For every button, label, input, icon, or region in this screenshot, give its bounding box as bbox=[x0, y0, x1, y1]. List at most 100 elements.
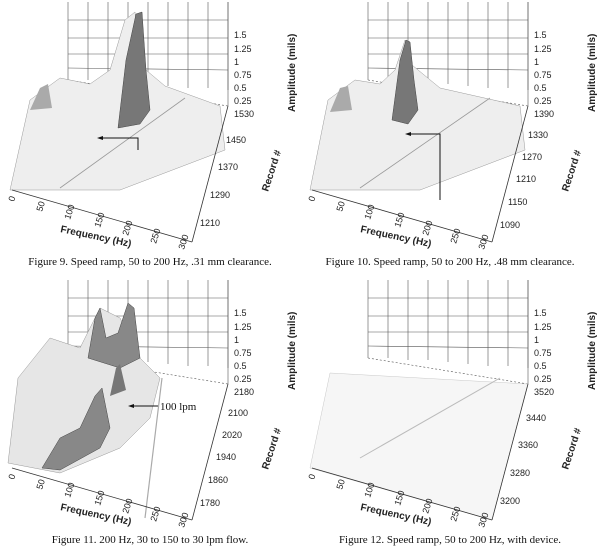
peak-cluster-lower-fig11 bbox=[41, 387, 111, 471]
amp-tick: 0.5 bbox=[234, 361, 247, 371]
callout-arrow-fig9 bbox=[100, 137, 139, 150]
amp-tick: 1.25 bbox=[234, 44, 252, 54]
amp-tick: 1.5 bbox=[234, 30, 247, 40]
freq-tick: 0 bbox=[6, 473, 17, 481]
arrowhead-fig10 bbox=[405, 132, 411, 136]
amp-tick: 1.5 bbox=[534, 308, 547, 318]
amp-axis-label: Amplitude (mils) bbox=[587, 34, 598, 112]
freq-tick: 100 bbox=[362, 481, 376, 498]
record-axis-label: Record # bbox=[260, 426, 284, 471]
record-tick: 1780 bbox=[200, 498, 220, 508]
arrowhead-fig9 bbox=[97, 136, 103, 140]
record-axis-fig9 bbox=[191, 105, 229, 243]
freq-axis-fig12 bbox=[311, 467, 493, 521]
peak-mid-fig11 bbox=[110, 364, 126, 396]
amp-tick: 0.5 bbox=[234, 83, 247, 93]
freq-tick: 100 bbox=[362, 203, 376, 220]
record-tick: 1270 bbox=[522, 152, 542, 162]
ridge-fig9 bbox=[30, 84, 52, 110]
figure-caption: Figure 12. Speed ramp, 50 to 200 Hz, wit… bbox=[338, 534, 562, 546]
record-tick: 1530 bbox=[234, 109, 254, 119]
record-tick: 1450 bbox=[226, 135, 246, 145]
figure-caption: Figure 9. Speed ramp, 50 to 200 Hz, .31 … bbox=[28, 256, 272, 268]
back-wall-grid bbox=[67, 2, 229, 107]
amp-tick: 0.25 bbox=[234, 96, 252, 106]
peak-cluster-upper-fig11 bbox=[87, 302, 141, 369]
record-tick: 2180 bbox=[234, 387, 254, 397]
freq-tick: 50 bbox=[334, 200, 347, 213]
record-tick: 1150 bbox=[508, 197, 527, 207]
amp-tick: 0.75 bbox=[534, 348, 552, 358]
amp-tick: 0.75 bbox=[234, 70, 252, 80]
record-axis-label: Record # bbox=[260, 148, 284, 193]
waterfall-plot-fig11: 100 lpm 1.5 1.25 1 0.75 0.5 0.25 Amplitu… bbox=[6, 280, 298, 529]
surface-fig12 bbox=[309, 372, 529, 521]
figure-11-panel: 100 lpm 1.5 1.25 1 0.75 0.5 0.25 Amplitu… bbox=[0, 278, 300, 555]
amp-tick: 1.25 bbox=[234, 322, 252, 332]
freq-tick: 200 bbox=[420, 497, 434, 514]
record-tick: 1210 bbox=[516, 174, 536, 184]
freq-tick: 250 bbox=[448, 505, 462, 522]
sweep-line-fig12 bbox=[359, 377, 501, 459]
freq-tick: 150 bbox=[92, 489, 106, 506]
record-tick: 1370 bbox=[218, 162, 238, 172]
record-axis-fig10 bbox=[491, 105, 529, 243]
amp-tick: 1 bbox=[534, 335, 539, 345]
arrowhead-fig11 bbox=[128, 404, 134, 408]
freq-tick: 50 bbox=[34, 478, 47, 491]
record-axis-label: Record # bbox=[560, 426, 584, 471]
amp-tick: 0.75 bbox=[234, 348, 252, 358]
ridge-fig10 bbox=[330, 86, 352, 112]
record-axis-fig11 bbox=[191, 383, 229, 521]
record-tick: 1860 bbox=[208, 475, 228, 485]
resonance-peak-fig9 bbox=[117, 11, 151, 129]
sweep-line-fig9 bbox=[59, 97, 186, 189]
freq-tick: 300 bbox=[176, 233, 190, 250]
figure-12-panel: 1.5 1.25 1 0.75 0.5 0.25 Amplitude (mils… bbox=[300, 278, 600, 555]
freq-tick: 300 bbox=[476, 511, 490, 528]
record-tick: 1090 bbox=[500, 220, 520, 230]
amp-tick: 1.25 bbox=[534, 44, 552, 54]
freq-tick: 50 bbox=[334, 478, 347, 491]
amp-axis-label: Amplitude (mils) bbox=[287, 34, 298, 112]
amp-tick: 0.25 bbox=[534, 374, 552, 384]
amp-axis-label: Amplitude (mils) bbox=[287, 312, 298, 390]
figure-10-panel: 1.5 1.25 1 0.75 0.5 0.25 Amplitude (mils… bbox=[300, 0, 600, 277]
amp-tick: 0.5 bbox=[534, 361, 547, 371]
amp-axis-label: Amplitude (mils) bbox=[587, 312, 598, 390]
record-axis-label: Record # bbox=[560, 148, 584, 193]
freq-tick: 250 bbox=[148, 505, 162, 522]
record-tick: 2020 bbox=[222, 430, 242, 440]
figure-caption: Figure 11. 200 Hz, 30 to 150 to 30 lpm f… bbox=[51, 534, 249, 546]
record-tick: 1940 bbox=[216, 452, 236, 462]
record-tick: 3440 bbox=[526, 413, 546, 423]
sweep-line-fig10 bbox=[359, 97, 491, 189]
amp-tick: 0.5 bbox=[534, 83, 547, 93]
flow-annotation: 100 lpm bbox=[160, 401, 197, 413]
waterfall-plot-fig12: 1.5 1.25 1 0.75 0.5 0.25 Amplitude (mils… bbox=[306, 280, 598, 529]
freq-tick: 100 bbox=[62, 481, 76, 498]
freq-tick: 300 bbox=[476, 233, 490, 250]
amp-tick: 1 bbox=[234, 57, 239, 67]
surface-fig10 bbox=[309, 39, 526, 191]
record-tick: 3360 bbox=[518, 440, 538, 450]
freq-tick: 150 bbox=[392, 211, 406, 228]
waterfall-plot-fig10: 1.5 1.25 1 0.75 0.5 0.25 Amplitude (mils… bbox=[306, 2, 598, 251]
record-tick: 3200 bbox=[500, 496, 520, 506]
amp-tick: 1 bbox=[234, 335, 239, 345]
back-wall-grid bbox=[367, 280, 529, 385]
freq-tick: 50 bbox=[34, 200, 47, 213]
record-tick: 3520 bbox=[534, 387, 554, 397]
record-tick: 2100 bbox=[228, 408, 248, 418]
freq-axis-fig10 bbox=[311, 189, 493, 243]
freq-tick: 250 bbox=[148, 227, 162, 244]
figure-caption: Figure 10. Speed ramp, 50 to 200 Hz, .48… bbox=[325, 256, 575, 268]
freq-axis-fig9 bbox=[11, 189, 193, 243]
amp-tick: 0.25 bbox=[234, 374, 252, 384]
surface-fig9 bbox=[9, 11, 226, 191]
freq-tick: 0 bbox=[306, 195, 317, 203]
waterfall-plot-fig9: 1.5 1.25 1 0.75 0.5 0.25 Amplitude (mils… bbox=[6, 2, 298, 251]
freq-tick: 300 bbox=[176, 511, 190, 528]
amp-tick: 1.25 bbox=[534, 322, 552, 332]
callout-arrow-fig10 bbox=[408, 133, 441, 200]
